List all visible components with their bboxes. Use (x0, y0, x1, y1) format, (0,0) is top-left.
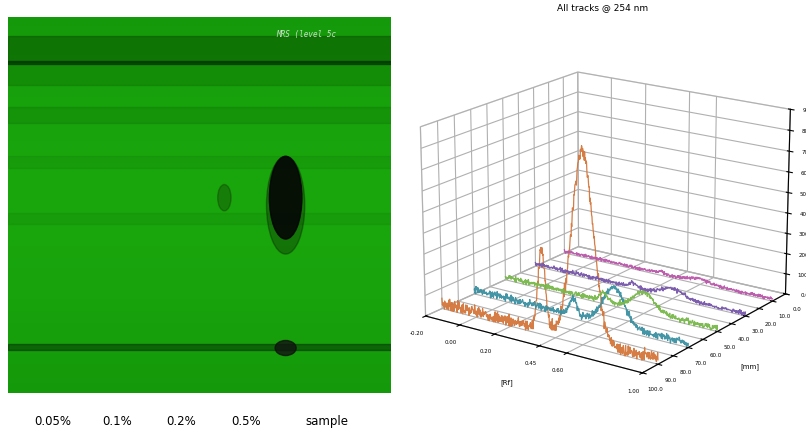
Ellipse shape (275, 340, 296, 356)
Ellipse shape (269, 156, 302, 239)
Y-axis label: [mm]: [mm] (740, 363, 759, 370)
Bar (8, 62, 391, 85)
Text: 0.2%: 0.2% (167, 415, 196, 428)
X-axis label: [Rf]: [Rf] (501, 379, 513, 386)
Text: 0.05%: 0.05% (34, 415, 71, 428)
Bar (8, 108, 391, 123)
Text: 0.5%: 0.5% (231, 415, 260, 428)
Bar (8, 344, 391, 350)
Bar (8, 156, 391, 168)
Text: MRS (level 5c: MRS (level 5c (276, 30, 337, 39)
Ellipse shape (218, 184, 231, 211)
Bar (8, 213, 391, 224)
Text: sample: sample (305, 415, 348, 428)
Ellipse shape (267, 156, 305, 254)
Title: All tracks @ 254 nm: All tracks @ 254 nm (557, 3, 648, 13)
Bar (8, 61, 391, 64)
Text: 0.1%: 0.1% (102, 415, 131, 428)
Bar (8, 36, 391, 62)
